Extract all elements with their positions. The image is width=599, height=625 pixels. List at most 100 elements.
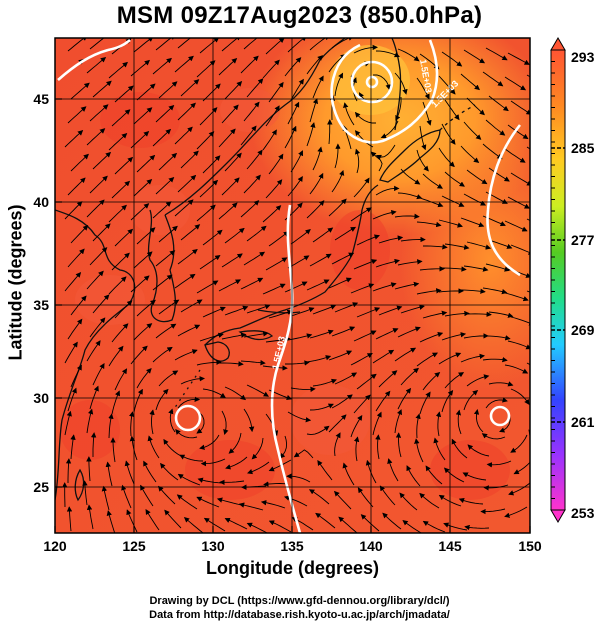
streamline — [419, 125, 427, 151]
streamline — [482, 356, 508, 363]
streamline — [67, 177, 86, 196]
streamline — [268, 309, 293, 319]
streamline — [265, 38, 285, 55]
streamline — [342, 462, 355, 486]
streamline — [202, 388, 226, 398]
streamline — [225, 456, 248, 470]
streamline — [397, 48, 420, 62]
streamline — [89, 38, 110, 50]
streamline — [370, 151, 383, 172]
streamline — [262, 365, 288, 371]
streamline — [416, 288, 442, 295]
streamline — [400, 168, 421, 185]
streamline — [110, 437, 116, 463]
y-tick-label: 35 — [33, 297, 49, 313]
streamline — [174, 199, 194, 217]
streamline — [375, 328, 399, 340]
streamline — [290, 78, 304, 101]
streamline — [177, 248, 198, 265]
streamline — [507, 340, 530, 350]
streamline — [357, 487, 374, 508]
streamline — [293, 449, 314, 459]
contour-line — [57, 38, 131, 81]
streamline — [353, 259, 378, 270]
streamline — [463, 49, 486, 64]
streamline — [529, 267, 530, 268]
streamline — [287, 411, 312, 423]
streamline — [111, 323, 129, 343]
streamline — [463, 121, 482, 140]
streamline — [143, 460, 157, 483]
streamline — [444, 372, 465, 389]
streamline — [121, 484, 132, 509]
streamline — [395, 432, 402, 458]
streamline — [504, 292, 529, 302]
streamline — [152, 57, 172, 75]
x-tick-label: 135 — [280, 538, 304, 554]
streamline — [152, 128, 172, 147]
streamline — [243, 408, 255, 433]
streamline — [89, 317, 106, 338]
streamline — [247, 461, 270, 475]
streamline — [480, 508, 506, 515]
streamline — [285, 360, 310, 366]
streamline — [92, 294, 110, 314]
wind-streamlines — [62, 38, 530, 533]
streamline — [66, 506, 73, 532]
warm-core — [330, 45, 410, 115]
streamline — [334, 72, 344, 97]
streamline — [70, 295, 87, 316]
warm-region-east — [400, 130, 530, 390]
streamline — [466, 241, 492, 250]
streamline — [485, 397, 508, 409]
streamline — [114, 228, 134, 247]
streamline — [240, 125, 257, 146]
streamline — [416, 149, 429, 172]
streamline — [133, 178, 153, 197]
streamline — [268, 459, 292, 472]
streamline — [114, 368, 128, 391]
streamline — [414, 438, 424, 463]
streamline — [467, 444, 490, 457]
streamline — [243, 38, 264, 50]
streamline — [199, 107, 218, 126]
streamline — [399, 492, 418, 511]
temperature-field: 1.5E+03 1.5E+03 1.5E+03 — [55, 38, 530, 533]
colorbar-tick-label: 277 — [571, 232, 595, 248]
streamline — [328, 277, 352, 289]
streamline — [268, 231, 290, 247]
streamline — [133, 388, 143, 413]
streamline — [419, 391, 431, 415]
streamline — [246, 304, 271, 314]
streamline — [177, 38, 192, 49]
colorbar-tick-label: 285 — [571, 140, 595, 156]
streamline — [290, 150, 304, 173]
x-axis-label: Longitude (degrees) — [205, 558, 379, 578]
streamline — [309, 403, 334, 411]
streamline — [64, 341, 78, 364]
streamline — [260, 500, 286, 509]
streamline — [441, 123, 456, 145]
streamline — [482, 71, 504, 87]
streamline — [328, 414, 347, 433]
streamline — [466, 97, 485, 116]
streamline — [92, 80, 112, 98]
streamline — [108, 132, 128, 151]
streamline — [356, 373, 377, 390]
streamline — [394, 347, 417, 362]
streamline — [510, 316, 530, 326]
credit-line-data: Data from http://database.rish.kyoto-u.a… — [149, 609, 450, 621]
streamline — [507, 124, 529, 140]
streamline — [265, 257, 288, 271]
streamline — [67, 248, 85, 268]
x-tick-label: 130 — [201, 538, 225, 554]
contour-line — [174, 404, 202, 432]
streamline — [466, 311, 492, 317]
streamline — [343, 102, 355, 126]
streamline — [312, 227, 334, 243]
colorbar-tick-label: 269 — [571, 322, 595, 338]
streamline — [350, 353, 373, 366]
streamline — [180, 79, 200, 97]
streamline — [67, 106, 87, 124]
x-tick-label: 120 — [43, 538, 67, 554]
